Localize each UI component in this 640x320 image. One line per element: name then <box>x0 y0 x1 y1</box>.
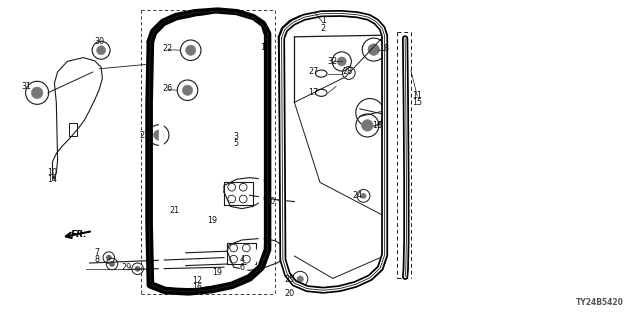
Circle shape <box>31 87 43 99</box>
Text: 18: 18 <box>372 121 383 130</box>
Circle shape <box>186 45 196 55</box>
Text: 18: 18 <box>379 44 389 53</box>
Text: 22: 22 <box>163 44 173 53</box>
Text: 13: 13 <box>260 43 271 52</box>
Text: 2: 2 <box>321 24 326 33</box>
Circle shape <box>109 261 115 267</box>
Text: 16: 16 <box>192 284 202 292</box>
Text: 27: 27 <box>308 68 319 76</box>
Text: 14: 14 <box>47 175 58 184</box>
Text: 31: 31 <box>22 82 32 91</box>
Text: 12: 12 <box>192 276 202 285</box>
Text: 1: 1 <box>321 16 326 25</box>
Text: 9: 9 <box>263 36 268 44</box>
Text: FR.: FR. <box>70 230 87 239</box>
Text: 28: 28 <box>342 68 353 76</box>
Text: 24: 24 <box>352 191 362 200</box>
Circle shape <box>361 193 366 198</box>
Text: 25: 25 <box>284 275 294 284</box>
Text: 20: 20 <box>266 197 276 206</box>
Text: 5: 5 <box>233 140 238 148</box>
Text: 8: 8 <box>95 255 100 264</box>
Circle shape <box>135 266 140 271</box>
Text: 17: 17 <box>308 88 319 97</box>
Circle shape <box>368 44 380 55</box>
Text: 26: 26 <box>163 84 173 93</box>
Text: 7: 7 <box>95 248 100 257</box>
Text: 29: 29 <box>122 263 132 272</box>
Text: 30: 30 <box>94 37 104 46</box>
Text: 20: 20 <box>284 289 294 298</box>
Text: 32: 32 <box>328 57 338 66</box>
Text: 21: 21 <box>169 206 179 215</box>
Circle shape <box>362 120 373 131</box>
Text: 19: 19 <box>207 216 218 225</box>
Text: 3: 3 <box>233 132 238 141</box>
Text: TY24B5420: TY24B5420 <box>576 298 624 307</box>
Text: 4: 4 <box>239 255 244 264</box>
Text: 15: 15 <box>412 98 422 107</box>
Circle shape <box>97 46 106 55</box>
Circle shape <box>297 276 303 282</box>
Text: 10: 10 <box>47 168 58 177</box>
Circle shape <box>337 57 346 66</box>
Text: 19: 19 <box>212 268 223 277</box>
Text: 11: 11 <box>412 91 422 100</box>
Circle shape <box>106 255 111 260</box>
Text: 23: 23 <box>139 131 149 140</box>
Circle shape <box>182 85 193 95</box>
Text: 6: 6 <box>239 263 244 272</box>
Circle shape <box>154 130 164 140</box>
